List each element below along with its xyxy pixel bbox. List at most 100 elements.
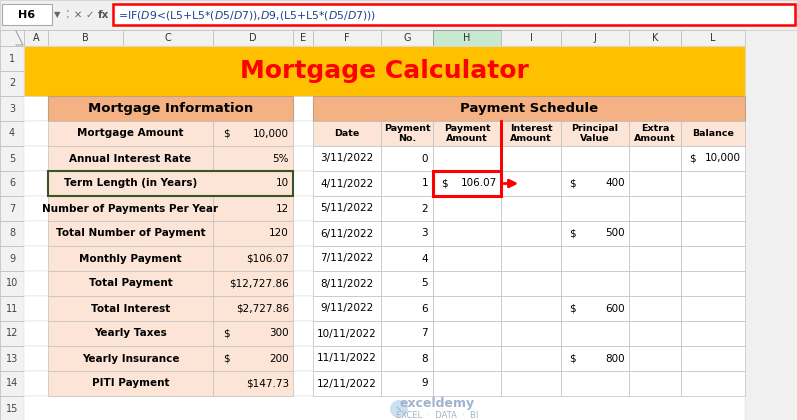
Bar <box>433 371 501 396</box>
Bar <box>48 121 213 146</box>
Text: D: D <box>249 33 257 43</box>
Text: 106.07: 106.07 <box>461 178 497 189</box>
Bar <box>24 30 48 46</box>
Text: =IF($D$9<(L5+L5*($D$5/$D$7)),$D$9,(L5+L5*($D$5/$D$7))): =IF($D$9<(L5+L5*($D$5/$D$7)),$D$9,(L5+L5… <box>118 8 376 21</box>
Text: 11/11/2022: 11/11/2022 <box>317 354 377 363</box>
Bar <box>433 271 501 296</box>
Bar <box>681 121 745 146</box>
Bar <box>213 346 293 371</box>
Bar <box>381 171 433 196</box>
Bar <box>501 371 561 396</box>
Text: 3: 3 <box>422 228 428 239</box>
Text: ▼: ▼ <box>53 10 61 19</box>
FancyArrowPatch shape <box>397 407 401 411</box>
Bar <box>501 196 561 221</box>
Bar <box>561 321 629 346</box>
Text: Mortgage Calculator: Mortgage Calculator <box>240 59 529 83</box>
Bar <box>24 321 745 346</box>
Bar <box>24 371 745 396</box>
Bar <box>561 196 629 221</box>
Bar <box>629 121 681 146</box>
Text: 5: 5 <box>422 278 428 289</box>
Bar <box>24 46 745 96</box>
Bar <box>48 321 213 346</box>
Bar <box>213 221 293 246</box>
Bar <box>561 371 629 396</box>
Bar <box>24 271 745 296</box>
Bar <box>433 246 501 271</box>
Bar <box>0 196 24 221</box>
Text: $: $ <box>569 304 575 313</box>
Bar <box>501 146 561 171</box>
Bar <box>681 171 745 196</box>
Text: Total Payment: Total Payment <box>88 278 172 289</box>
Text: PITI Payment: PITI Payment <box>92 378 169 388</box>
Bar <box>501 30 561 46</box>
Text: Principal
Value: Principal Value <box>571 124 618 143</box>
Text: 12: 12 <box>276 204 289 213</box>
Bar <box>433 121 501 146</box>
Text: H6: H6 <box>18 10 36 20</box>
Bar <box>501 346 561 371</box>
Bar <box>2 4 52 25</box>
Bar <box>313 296 381 321</box>
Bar <box>24 146 745 171</box>
Bar <box>561 221 629 246</box>
Text: 6: 6 <box>9 178 15 189</box>
Bar <box>629 221 681 246</box>
Text: 11: 11 <box>6 304 18 313</box>
Bar <box>313 221 381 246</box>
Bar <box>213 121 293 146</box>
Text: $: $ <box>689 153 696 163</box>
Bar <box>681 146 745 171</box>
Bar <box>629 146 681 171</box>
Bar <box>629 296 681 321</box>
Text: fx: fx <box>97 10 108 20</box>
Text: 10: 10 <box>276 178 289 189</box>
Bar <box>681 346 745 371</box>
Bar <box>629 246 681 271</box>
Bar <box>213 296 293 321</box>
Bar <box>0 246 24 271</box>
Bar <box>48 146 213 171</box>
Bar <box>24 71 745 96</box>
Bar <box>213 196 293 221</box>
Text: K: K <box>652 33 658 43</box>
Bar <box>681 30 745 46</box>
Text: Extra
Amount: Extra Amount <box>634 124 676 143</box>
Text: $: $ <box>223 129 230 139</box>
Bar <box>48 96 293 121</box>
Text: 14: 14 <box>6 378 18 388</box>
Bar <box>0 121 24 146</box>
Bar <box>313 171 381 196</box>
Text: 600: 600 <box>606 304 625 313</box>
Text: Yearly Insurance: Yearly Insurance <box>82 354 179 363</box>
Bar <box>501 296 561 321</box>
Text: $106.07: $106.07 <box>246 254 289 263</box>
Bar <box>433 321 501 346</box>
Bar <box>381 30 433 46</box>
Text: Yearly Taxes: Yearly Taxes <box>94 328 167 339</box>
Bar <box>0 71 24 96</box>
Text: 10,000: 10,000 <box>253 129 289 139</box>
Text: 200: 200 <box>269 354 289 363</box>
Text: 8: 8 <box>9 228 15 239</box>
Text: Mortgage Information: Mortgage Information <box>88 102 253 115</box>
Text: 7: 7 <box>422 328 428 339</box>
Bar <box>313 346 381 371</box>
Bar <box>629 371 681 396</box>
Bar <box>381 121 433 146</box>
Bar <box>48 346 213 371</box>
Text: 6/11/2022: 6/11/2022 <box>320 228 374 239</box>
Text: Number of Payments Per Year: Number of Payments Per Year <box>42 204 218 213</box>
Text: Payment
Amount: Payment Amount <box>444 124 490 143</box>
Text: 6: 6 <box>422 304 428 313</box>
Text: 5: 5 <box>9 153 15 163</box>
Bar <box>681 246 745 271</box>
Text: 4: 4 <box>422 254 428 263</box>
Bar <box>501 321 561 346</box>
Text: Term Length (in Years): Term Length (in Years) <box>64 178 197 189</box>
Text: Payment Schedule: Payment Schedule <box>460 102 598 115</box>
Bar <box>213 371 293 396</box>
Bar <box>48 246 213 271</box>
